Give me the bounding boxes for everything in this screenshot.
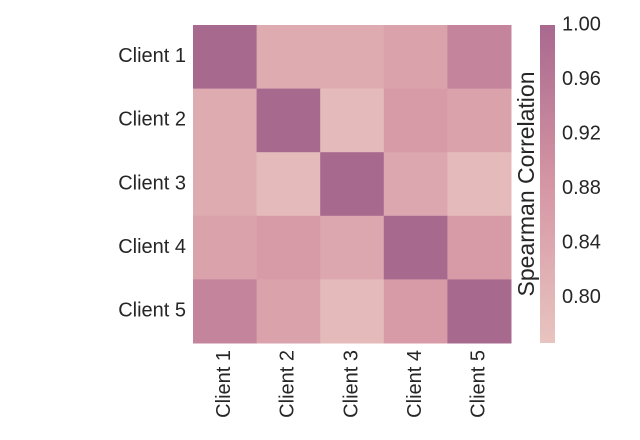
y-tick-label: Client 2 [118,109,186,131]
colorbar-tick-label: 0.96 [562,68,601,90]
heatmap-cell [447,152,512,217]
colorbar-label: Spearman Correlation [513,71,539,296]
heatmap-cell [383,279,448,344]
y-tick-label: Client 1 [118,45,186,67]
heatmap-cell [447,215,512,280]
x-tick-label: Client 2 [277,350,299,418]
y-tick-label: Client 3 [118,172,186,194]
y-tick-label: Client 5 [118,299,186,321]
heatmap-cell [193,279,258,344]
heatmap-cell [256,88,321,153]
heatmap-cell [320,88,385,153]
colorbar-tick-label: 0.80 [562,286,601,308]
heatmap-cell [256,215,321,280]
heatmap-cell [447,279,512,344]
heatmap-cell [383,88,448,153]
heatmap-cell [256,152,321,217]
heatmap-cell [193,152,258,217]
colorbar-tick-label: 0.92 [562,122,601,144]
heatmap-cell [383,25,448,90]
colorbar-tick-label: 1.00 [562,13,601,35]
heatmap-cell [256,279,321,344]
x-tick-label: Client 3 [340,350,362,418]
heatmap-cell [447,25,512,90]
y-tick-label: Client 4 [118,236,186,258]
colorbar-tick-label: 0.88 [562,177,601,199]
heatmap-cell [320,279,385,344]
x-tick-label: Client 4 [404,350,426,418]
heatmap-cell [193,215,258,280]
colorbar-tick-label: 0.84 [562,232,601,254]
heatmap-cell [193,25,258,90]
heatmap-cell [383,215,448,280]
x-tick-label: Client 5 [467,350,489,418]
colorbar [540,25,555,343]
x-tick-label: Client 1 [213,350,235,418]
heatmap-cell [383,152,448,217]
heatmap-cell [320,25,385,90]
heatmap-cell [193,88,258,153]
heatmap-cell [447,88,512,153]
heatmap-cell [256,25,321,90]
heatmap-cell [320,152,385,217]
heatmap-cell [320,215,385,280]
